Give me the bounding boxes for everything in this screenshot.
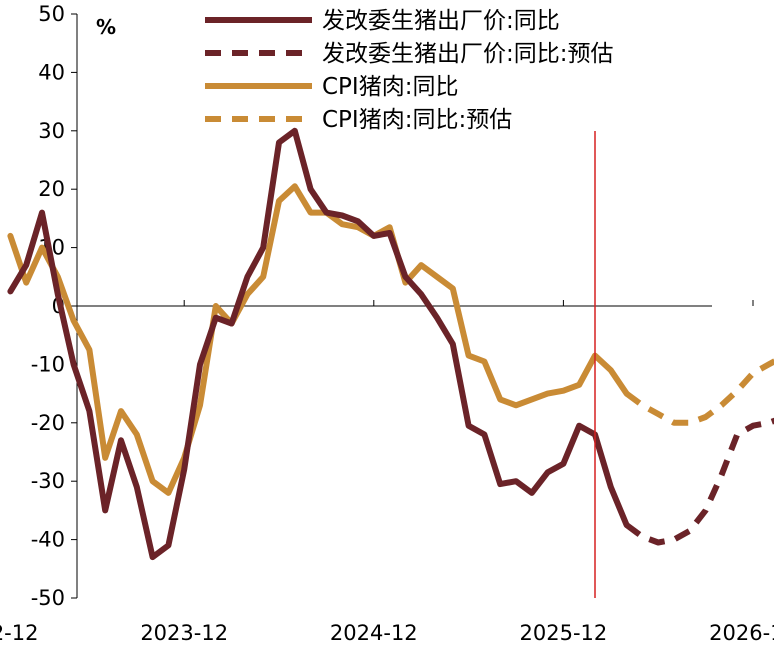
x-axis: 2022-12 2023-12 2024-12 2025-12 2026-12 [0, 300, 774, 645]
x-tick-label: 2023-12 [140, 621, 228, 645]
x-tick-label: 2026-12 [709, 621, 774, 645]
y-tick-label: -10 [31, 352, 65, 376]
x-tick-label: 2025-12 [520, 621, 608, 645]
x-tick-label: 2022-12 [0, 621, 38, 645]
y-tick-label: 40 [38, 60, 65, 84]
y-tick-label: 20 [38, 177, 65, 201]
y-tick-label: 30 [38, 119, 65, 143]
y-tick-label: -30 [31, 469, 65, 493]
y-tick-label: 50 [38, 2, 65, 26]
legend-label-ndrc-actual: 发改委生猪出厂价:同比 [322, 8, 560, 34]
legend-label-cpi-forecast: CPI猪肉:同比:预估 [322, 107, 512, 133]
y-tick-label: -50 [31, 586, 65, 610]
series-line-ndrc-actual [7, 127, 630, 561]
unit-label: % [96, 15, 116, 39]
x-tick-label: 2024-12 [330, 621, 418, 645]
series-line-cpi-actual [7, 183, 630, 496]
legend-label-cpi-actual: CPI猪肉:同比 [322, 74, 458, 100]
legend-label-ndrc-forecast: 发改委生猪出厂价:同比:预估 [322, 41, 614, 67]
series-layer [7, 127, 774, 561]
series-line-cpi-forecast [624, 358, 774, 426]
y-tick-label: -20 [31, 411, 65, 435]
y-tick-label: -40 [31, 528, 65, 552]
series-line-ndrc-forecast [624, 417, 774, 546]
